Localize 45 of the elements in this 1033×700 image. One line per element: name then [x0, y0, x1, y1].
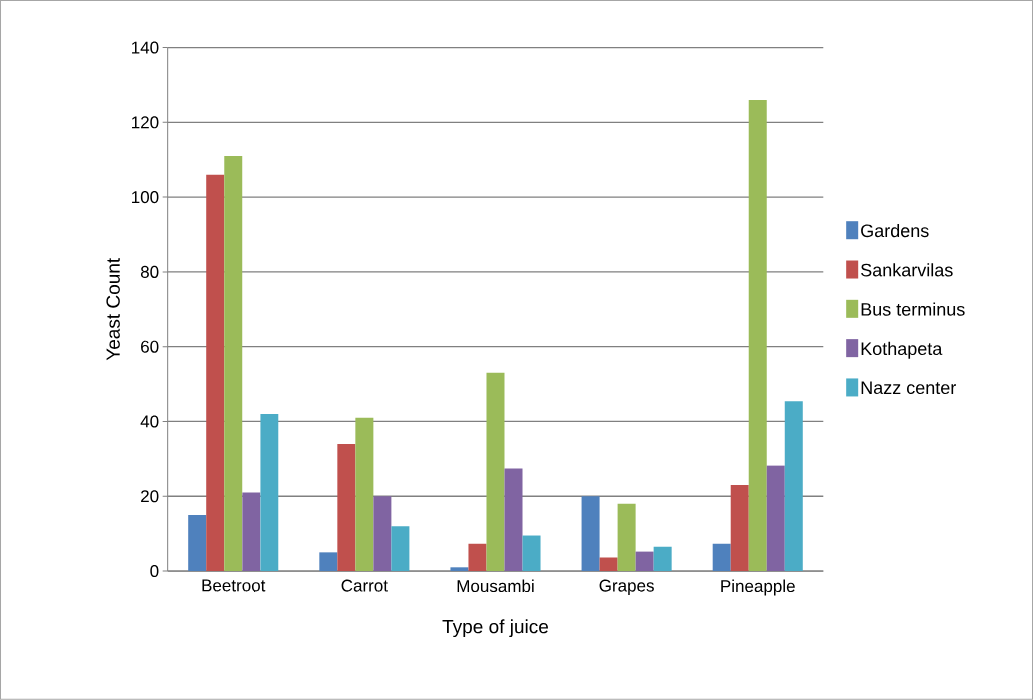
x-tick-label: Pineapple	[721, 579, 795, 596]
bar	[242, 492, 261, 572]
y-tick-label: 100	[132, 191, 159, 204]
bar	[391, 526, 410, 572]
legend-label: Kothapeta	[861, 342, 943, 359]
bar	[260, 414, 279, 572]
bar	[355, 417, 374, 572]
y-tick-label: 60	[141, 340, 159, 353]
x-tick-label: Carrot	[341, 579, 388, 592]
x-tick-label: Mousambi	[457, 579, 534, 593]
bar	[468, 543, 487, 572]
bar	[730, 485, 749, 572]
bar	[712, 543, 731, 572]
legend-label: Nazz center	[861, 381, 956, 395]
bar	[599, 557, 618, 572]
legend-label: Gardens	[861, 224, 929, 238]
y-tick-label: 80	[140, 266, 159, 279]
x-tick-label: Beetroot	[202, 579, 266, 592]
y-tick-label: 0	[150, 565, 159, 578]
bar	[188, 515, 207, 572]
x-tick-label: Grapes	[599, 579, 654, 596]
bar	[581, 496, 600, 572]
bar	[617, 503, 636, 572]
bar	[337, 444, 356, 572]
legend-label: Bus terminus	[861, 302, 965, 316]
y-tick-label: 20	[141, 490, 159, 503]
y-axis-title: Yeast Count	[106, 258, 120, 361]
bar	[748, 100, 767, 572]
bar	[450, 567, 469, 572]
bar	[635, 551, 654, 572]
y-tick-label: 40	[140, 415, 159, 428]
bar	[373, 496, 392, 572]
bar	[766, 465, 785, 572]
bar	[522, 535, 541, 572]
bar	[224, 156, 243, 572]
bar	[486, 373, 505, 572]
legend-label: Sankarvilas	[861, 263, 953, 277]
bar	[784, 401, 803, 572]
bar	[319, 552, 338, 572]
bar	[206, 174, 225, 572]
y-tick-label: 120	[132, 116, 159, 129]
bar	[504, 468, 523, 572]
y-tick-label: 140	[132, 41, 159, 54]
x-axis-title: Type of juice	[442, 619, 549, 638]
bar	[653, 546, 672, 572]
